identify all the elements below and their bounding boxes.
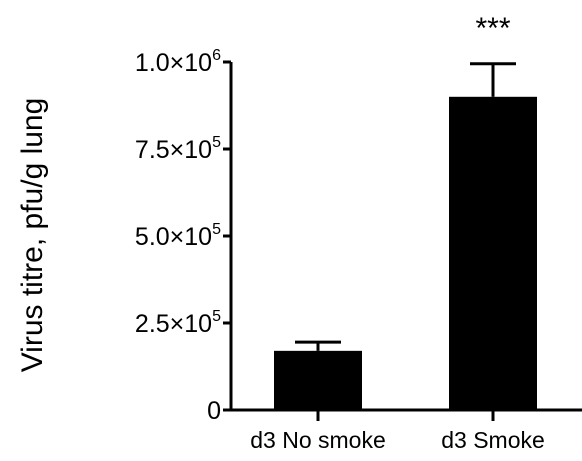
bar-0 xyxy=(274,350,362,410)
y-tick-label-1: 2.5×105 xyxy=(135,308,221,338)
y-tick-label-0: 0 xyxy=(207,397,221,425)
y-tick-label-2: 5.0×105 xyxy=(135,221,221,251)
bar-1 xyxy=(449,96,537,411)
y-tick-label-4: 1.0×106 xyxy=(135,47,221,77)
y-axis-label: Virus titre, pfu/g lung xyxy=(16,98,49,373)
x-tick-label-1: d3 Smoke xyxy=(441,427,545,453)
x-tick-label-0: d3 No smoke xyxy=(250,427,386,453)
significance-annotation-0: *** xyxy=(475,12,510,45)
y-tick-label-3: 7.5×105 xyxy=(135,134,221,164)
